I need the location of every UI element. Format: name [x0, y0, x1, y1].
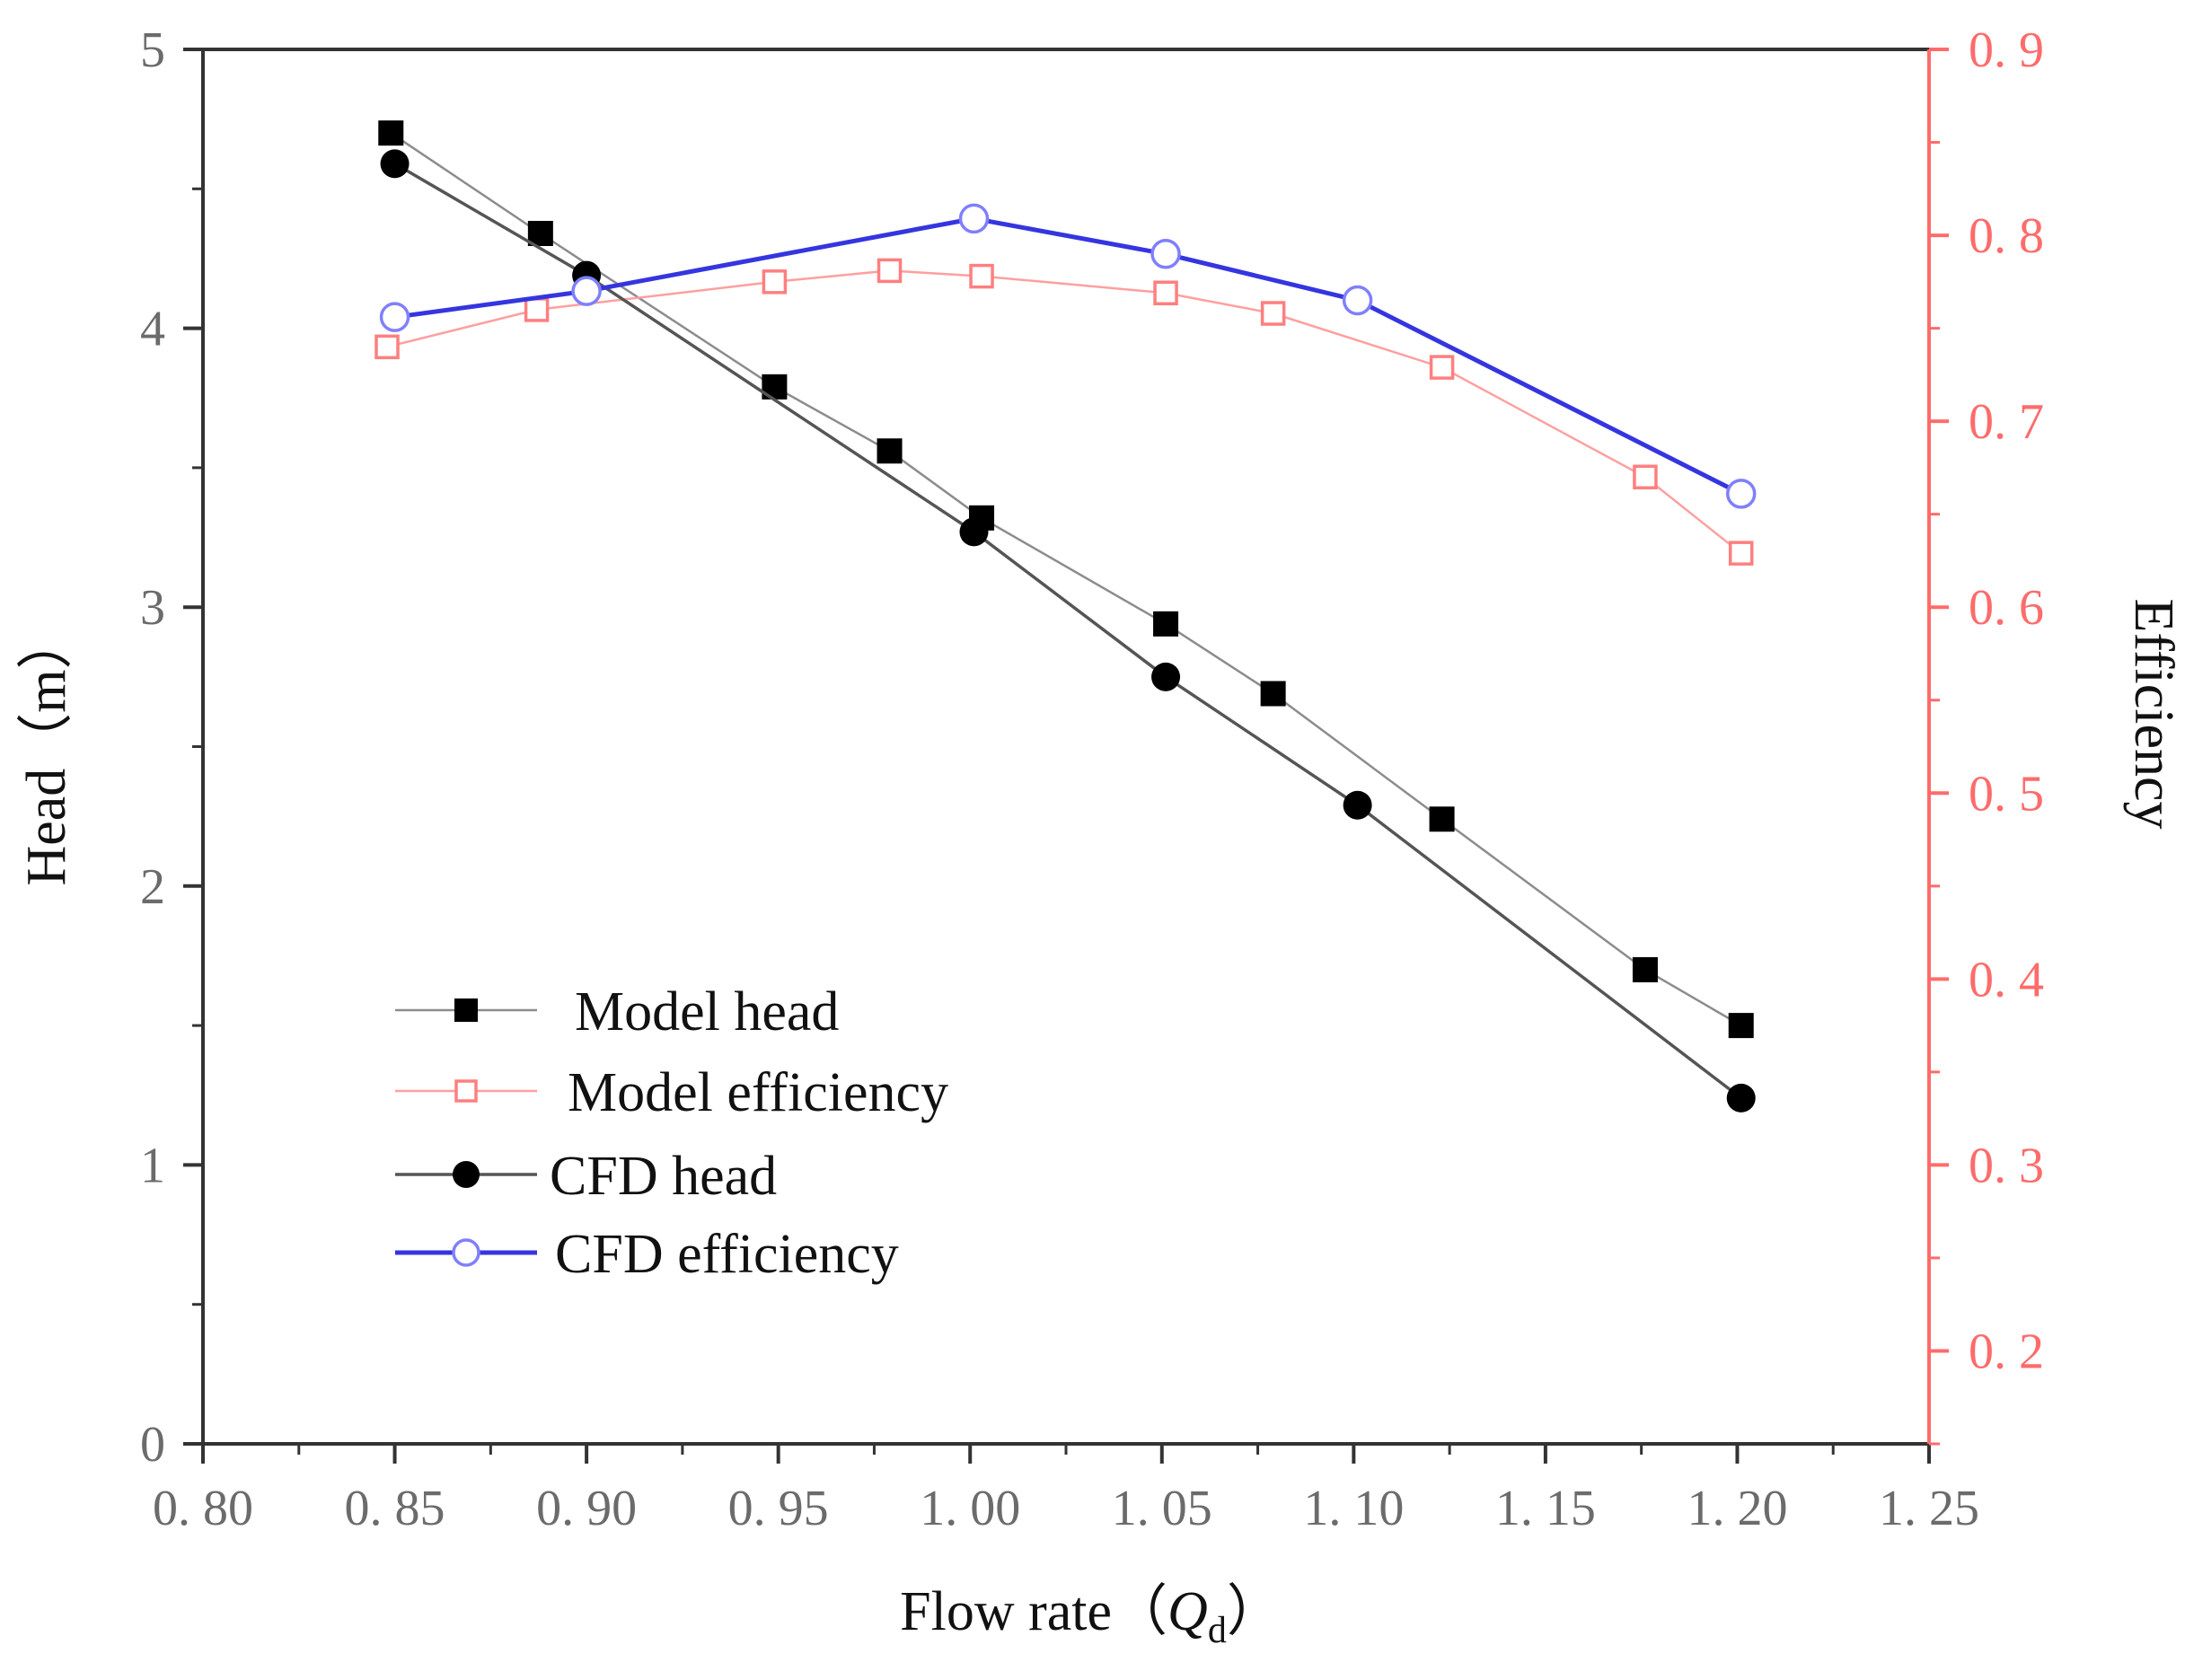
y-tick-label-right: 0. 4 — [1969, 952, 2044, 1007]
x-tick-label: 0. 85 — [345, 1481, 445, 1536]
x-tick-label: 0. 80 — [153, 1481, 253, 1536]
y-tick-label-left: 2 — [140, 859, 165, 915]
legend-item: CFD head — [395, 1146, 777, 1207]
series-layer — [374, 120, 1757, 1113]
y-tick-label-right: 0. 7 — [1969, 394, 2044, 450]
x-tick-label: 1. 20 — [1687, 1481, 1787, 1536]
y-axis-title-right: Efficiency — [2123, 598, 2184, 829]
y-tick-label-right: 0. 8 — [1969, 208, 2044, 264]
y-tick-label-left: 5 — [140, 22, 165, 78]
legend-swatch-marker — [452, 1238, 480, 1267]
data-point — [1153, 280, 1178, 306]
y-axis-title-left: Head（m） — [16, 613, 77, 885]
x-axis-title-close: ） — [1227, 1581, 1282, 1642]
series-0 — [378, 120, 1754, 1039]
data-point — [1260, 301, 1286, 326]
data-point — [1343, 790, 1372, 820]
legend-swatch-marker — [453, 1161, 480, 1188]
x-tick-label: 1. 10 — [1303, 1481, 1404, 1536]
y-tick-label-left: 0 — [140, 1417, 165, 1473]
y-tick-label-left: 4 — [140, 302, 165, 357]
legend: Model head Model efficiency CFD head CFD ef… — [395, 981, 948, 1285]
data-point — [378, 120, 404, 146]
data-point — [958, 203, 990, 234]
data-point — [1633, 464, 1658, 490]
data-point — [1632, 956, 1658, 982]
legend-label: Model efficiency — [568, 1062, 948, 1123]
x-tick-label: 1. 15 — [1495, 1481, 1596, 1536]
plot-frame — [201, 48, 1931, 1446]
y-tick-label-left: 1 — [140, 1138, 165, 1193]
legend-item: Model efficiency — [395, 1062, 948, 1123]
x-tick-label: 1. 05 — [1112, 1481, 1212, 1536]
legend-label: CFD efficiency — [555, 1224, 899, 1285]
series-3 — [379, 203, 1757, 509]
y-tick-label-right: 0. 9 — [1969, 22, 2044, 78]
data-point — [1153, 611, 1179, 637]
legend-item: Model head — [395, 981, 839, 1042]
data-point — [969, 263, 994, 289]
data-point — [1728, 1013, 1754, 1039]
series-line — [393, 162, 1742, 1100]
data-point — [1728, 541, 1754, 566]
x-tick-label: 0. 90 — [536, 1481, 637, 1536]
data-point — [524, 297, 550, 322]
data-point — [571, 276, 602, 306]
y-tick-label-right: 0. 2 — [1969, 1324, 2044, 1379]
data-point — [1726, 1083, 1756, 1113]
y-tick-label-right: 0. 3 — [1969, 1138, 2044, 1193]
data-point — [1725, 479, 1757, 509]
data-point — [1150, 239, 1181, 269]
y-tick-label-left: 3 — [140, 580, 165, 636]
legend-swatch-marker — [454, 1079, 478, 1103]
data-point — [1429, 355, 1455, 380]
y-tick-label-right: 0. 5 — [1969, 766, 2044, 822]
x-axis-title-text: Flow rate（ — [900, 1581, 1167, 1642]
x-tick-label: 1. 00 — [920, 1481, 1020, 1536]
series-1 — [374, 258, 1754, 566]
x-axis-title-subscript: d — [1208, 1610, 1227, 1651]
x-tick-label: 1. 25 — [1879, 1481, 1979, 1536]
legend-swatch-marker — [454, 998, 478, 1022]
legend-item: CFD efficiency — [395, 1224, 899, 1285]
x-axis-title-symbol: Q — [1167, 1581, 1208, 1642]
data-point — [379, 302, 410, 332]
y-tick-label-right: 0. 6 — [1969, 580, 2044, 636]
legend-label: Model head — [575, 981, 839, 1042]
data-point — [1429, 806, 1455, 832]
axis-ticks: 0. 80 0. 85 0. 90 0. 95 1. 00 1. 05 1. 10 1. 15… — [140, 22, 2044, 1536]
data-point — [380, 149, 410, 179]
data-point — [959, 517, 989, 547]
data-point — [762, 269, 788, 295]
x-tick-label: 0. 95 — [728, 1481, 829, 1536]
series-line — [394, 215, 1742, 497]
series-line — [390, 132, 1742, 1027]
data-point — [374, 334, 400, 360]
data-point — [877, 258, 903, 284]
data-point — [1151, 662, 1181, 691]
x-axis-title: Flow rate（Qd） — [900, 1581, 1282, 1651]
data-point — [1342, 285, 1373, 316]
legend-label: CFD head — [550, 1146, 777, 1207]
data-point — [1260, 681, 1286, 707]
series-line — [386, 269, 1742, 555]
data-point — [877, 438, 903, 464]
